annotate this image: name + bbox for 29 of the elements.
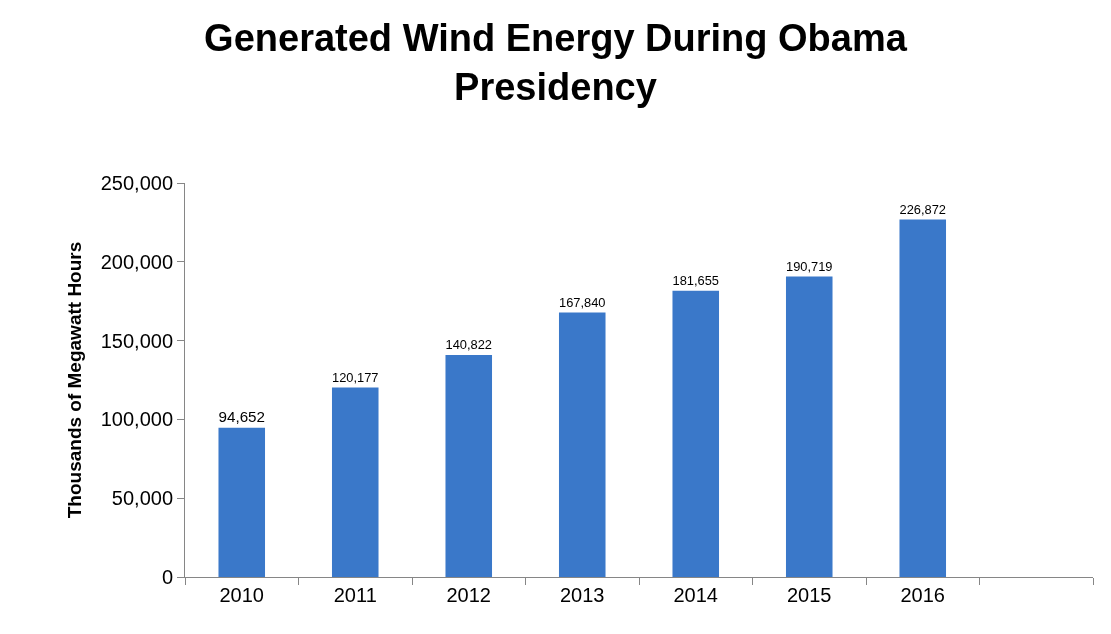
data-label: 120,177 (332, 370, 379, 386)
data-label: 226,872 (899, 201, 946, 217)
bar (558, 312, 606, 577)
x-tick-label: 2010 (219, 584, 264, 606)
y-tick-label: 100,000 (100, 408, 173, 431)
bar (218, 427, 266, 577)
y-tick-label: 150,000 (100, 329, 173, 352)
data-label: 167,840 (559, 294, 606, 310)
y-tick-label: 250,000 (100, 172, 173, 194)
x-tick-label: 2014 (673, 584, 718, 606)
data-label: 190,719 (786, 258, 833, 274)
data-label: 140,822 (445, 337, 492, 353)
data-label: 94,652 (218, 407, 266, 425)
bar (672, 290, 720, 577)
y-tick-label: 200,000 (100, 250, 173, 273)
y-axis-title: Thousands of Megawatt Hours (63, 241, 85, 519)
x-tick-label: 2011 (333, 584, 377, 606)
x-tick-label: 2015 (787, 584, 832, 606)
bar (331, 387, 379, 577)
bar (899, 219, 947, 577)
y-tick-label: 0 (161, 566, 173, 588)
bar (785, 276, 833, 577)
chart-title: Generated Wind Energy During Obama Presidency (204, 16, 908, 109)
bar (445, 355, 493, 577)
x-tick-label: 2012 (446, 584, 491, 606)
y-tick-label: 50,000 (111, 487, 173, 510)
data-label: 181,655 (672, 273, 719, 289)
x-tick-label: 2013 (560, 584, 605, 606)
x-tick-label: 2016 (900, 584, 945, 606)
